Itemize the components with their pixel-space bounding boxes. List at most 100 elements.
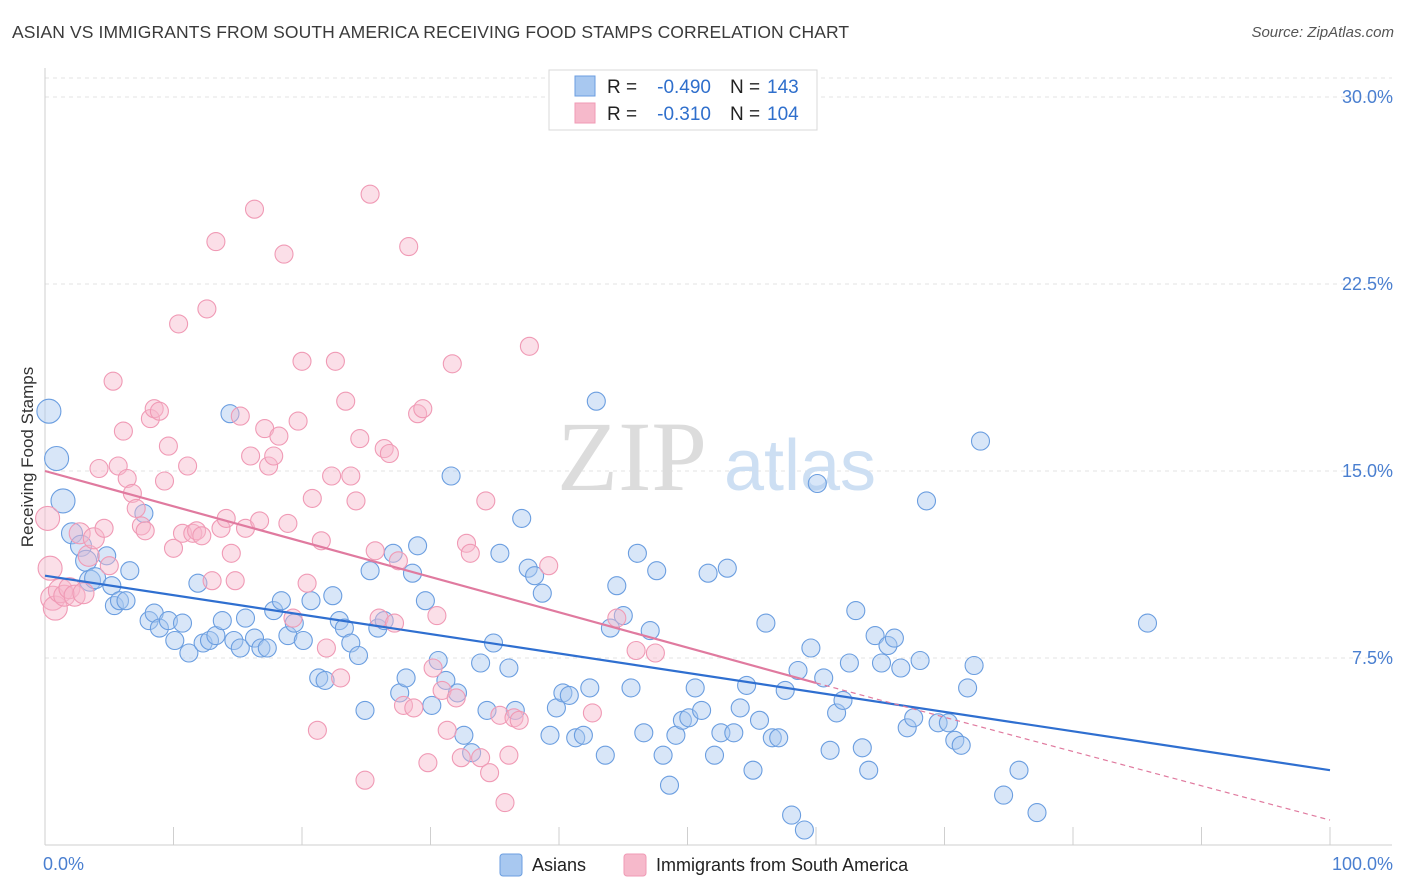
immigrant-point-92 [476,491,496,511]
immigrant-point-13 [94,518,114,538]
asian-point-92 [659,775,680,795]
immigrant-point-36 [202,571,222,591]
immigrant-point-22 [135,521,155,541]
y-axis-label: Receiving Food Stamps [18,367,37,547]
asian-point-123 [859,760,879,780]
watermark-atlas: atlas [724,426,876,506]
bottom-legend-swatch-1 [623,853,647,877]
asian-point-56 [415,591,435,611]
asian-point-86 [621,678,641,698]
immigrant-point-41 [225,571,245,591]
asian-point-41 [315,670,335,690]
immigrant-point-97 [504,708,524,728]
asian-point-124 [865,626,885,646]
immigrant-point-93 [480,763,500,783]
immigrant-point-69 [360,184,380,204]
asian-point-70 [512,508,532,528]
asian-point-54 [402,563,423,583]
asian-point-69 [505,700,525,720]
immigrant-point-88 [451,748,471,768]
immigrant-point-82 [423,658,443,678]
immigrant-point-42 [230,406,250,426]
asian-point-65 [477,700,497,720]
immigrant-point-9 [72,582,95,605]
asian-point-80 [580,678,600,698]
source-label: Source: ZipAtlas.com [1251,24,1394,41]
immigrant-point-102 [607,608,627,628]
immigrant-point-60 [316,638,336,658]
immigrant-point-31 [178,456,198,476]
immigrant-point-30 [172,523,193,543]
immigrant-point-28 [163,538,184,558]
asian-point-139 [970,431,991,451]
immigrant-point-50 [269,426,289,446]
x-tick-label-0: 0.0% [43,854,84,874]
immigrant-point-14 [99,556,119,576]
immigrant-point-11 [82,527,105,550]
asian-point-77 [559,685,579,705]
immigrant-point-62 [325,351,345,371]
immigrant-point-68 [355,770,375,790]
data-points [35,184,1158,840]
immigrant-point-81 [418,753,438,773]
asian-point-20 [172,613,193,633]
asian-point-32 [251,638,271,658]
asian-point-87 [627,543,647,563]
asian-point-28 [224,630,244,651]
asian-point-104 [737,675,757,695]
asian-point-96 [685,678,705,698]
asian-point-81 [586,391,606,411]
asian-point-72 [525,566,545,586]
immigrant-point-78 [404,698,424,718]
immigrant-point-61 [322,466,342,486]
asian-point-119 [833,690,853,710]
asian-point-67 [490,543,510,563]
immigrant-point-37 [206,232,226,252]
asian-point-120 [839,653,859,673]
bottom-legend-label-0: Asians [532,855,586,875]
asian-point-142 [1027,803,1047,823]
asian-point-107 [756,613,776,633]
asian-point-106 [749,710,770,730]
asian-point-135 [945,730,965,750]
asian-point-128 [891,658,911,678]
asian-point-39 [301,591,321,611]
asian-point-24 [199,630,220,651]
asian-point-126 [878,635,898,656]
asian-point-21 [179,643,199,663]
chart-title: ASIAN VS IMMIGRANTS FROM SOUTH AMERICA R… [12,22,850,42]
immigrant-point-80 [413,399,433,419]
immigrant-point-65 [341,466,361,486]
asian-point-68 [499,658,519,678]
y-tick-label-2: 22.5% [1342,274,1393,294]
asian-point-88 [634,723,654,743]
bottom-legend-label-1: Immigrants from South America [656,855,909,875]
immigrant-point-40 [221,543,241,563]
asian-point-125 [871,653,892,673]
immigrant-point-63 [331,668,351,688]
immigrant-point-100 [539,556,559,576]
asian-point-130 [904,708,924,728]
asian-point-82 [595,745,615,765]
asian-point-78 [566,728,586,748]
legend-n-value-1: 104 [767,104,799,125]
asian-point-97 [692,700,712,720]
immigrant-point-20 [126,498,146,518]
immigrant-point-15 [103,371,123,391]
asian-point-116 [814,668,834,688]
immigrant-point-89 [456,533,477,553]
asian-point-115 [807,473,827,494]
asian-point-46 [348,645,369,666]
asian-point-26 [212,611,232,631]
asian-point-60 [441,466,461,486]
asian-point-141 [1009,760,1029,780]
immigrant-point-3 [42,595,68,621]
y-tick-label-0: 7.5% [1352,648,1393,668]
x-tick-label-1: 100.0% [1332,854,1393,874]
immigrant-point-85 [437,720,457,740]
bottom-legend: Asians Immigrants from South America [499,853,909,877]
asian-point-103 [730,698,750,718]
immigrant-point-17 [113,421,133,441]
immigrant-point-87 [446,688,466,708]
